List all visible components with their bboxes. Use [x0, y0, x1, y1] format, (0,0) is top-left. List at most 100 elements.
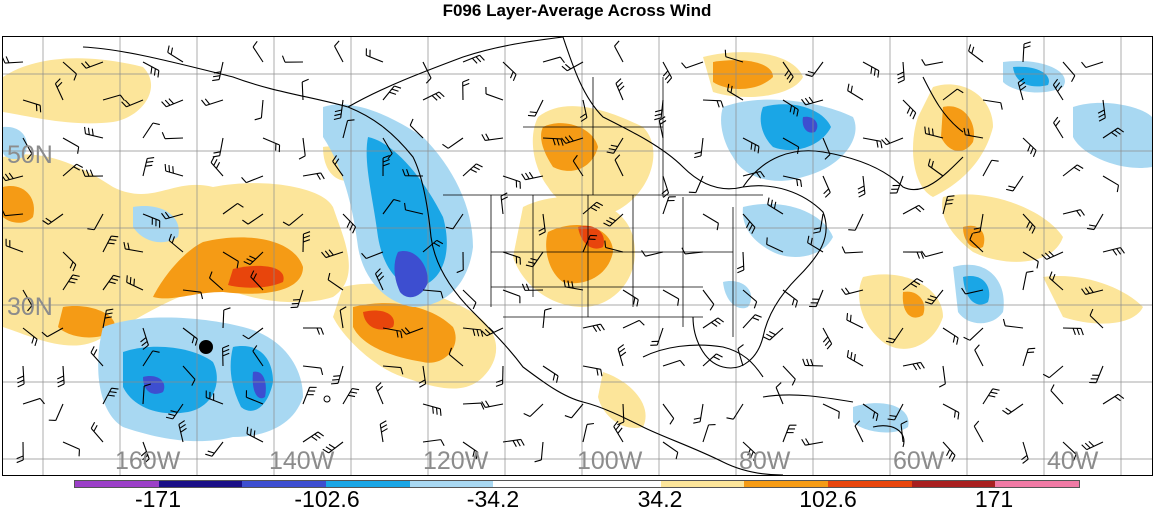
- lon-label-120w: 120W: [423, 449, 488, 474]
- colorbar-label-171: 171: [975, 487, 1013, 511]
- location-marker: [199, 340, 213, 354]
- wind-barb: [543, 308, 552, 328]
- map-canvas: [3, 37, 1152, 475]
- wind-barb: [847, 313, 863, 328]
- wind-barb: [496, 366, 503, 386]
- wind-barb: [882, 138, 903, 145]
- wind-barb: [1002, 404, 1023, 414]
- wind-barb: [482, 401, 503, 408]
- wind-barb: [858, 176, 865, 197]
- wind-barb: [743, 315, 762, 328]
- wind-barb: [693, 404, 703, 423]
- wind-barb: [663, 290, 679, 306]
- island-outline: [324, 396, 330, 402]
- wind-barb: [63, 442, 79, 456]
- lon-label-160w: 160W: [115, 449, 180, 474]
- lon-label-100w: 100W: [577, 449, 642, 474]
- wind-barb: [528, 100, 543, 116]
- wind-barb: [682, 62, 703, 68]
- wind-barb: [303, 366, 323, 375]
- wind-barb: [143, 123, 160, 138]
- wind-barb: [1003, 319, 1023, 328]
- wind-barb: [663, 442, 678, 459]
- wind-barb: [615, 41, 623, 62]
- wind-barb: [903, 362, 924, 369]
- colorbar-label-34: 34.2: [638, 487, 683, 511]
- wind-barb: [162, 99, 183, 107]
- wind-barb: [482, 134, 503, 141]
- wind-barb: [503, 176, 520, 189]
- wind-barb: [263, 138, 280, 152]
- wind-barb: [1103, 176, 1118, 192]
- wind-barb: [783, 366, 795, 385]
- wind-barb: [727, 404, 743, 419]
- wind-barb: [501, 193, 508, 214]
- anomaly-fields: [3, 52, 1152, 441]
- wind-barb: [331, 366, 343, 384]
- wind-barb: [282, 56, 303, 63]
- wind-barb: [703, 425, 716, 442]
- wind-barb: [983, 389, 1000, 404]
- wind-barb: [23, 398, 45, 404]
- wind-barb: [783, 425, 796, 442]
- wind-barb: [1081, 62, 1103, 68]
- wind-barb: [1023, 271, 1033, 290]
- lon-label-60w: 60W: [893, 449, 944, 474]
- wind-barb: [583, 423, 594, 442]
- wind-barb: [57, 366, 64, 387]
- wind-barb: [663, 62, 672, 83]
- wind-barb: [618, 345, 626, 366]
- wind-barb: [253, 41, 263, 62]
- wind-barb: [335, 41, 343, 62]
- map-panel: 50N 30N 160W 140W 120W 100W 80W 60W 40W: [2, 36, 1153, 476]
- wind-barb: [303, 173, 324, 180]
- wind-barb: [303, 387, 317, 404]
- wind-barb: [63, 138, 79, 154]
- wind-barb: [823, 404, 839, 419]
- wind-barb: [201, 99, 223, 106]
- wind-barb: [650, 328, 663, 345]
- wind-barb: [583, 366, 602, 376]
- wind-barb: [1063, 62, 1075, 82]
- wind-barb: [212, 62, 223, 81]
- wind-barb: [380, 421, 387, 442]
- wind-barb: [423, 404, 441, 416]
- wind-barb: [524, 404, 543, 416]
- wind-barb: [623, 320, 644, 328]
- wind-barb: [213, 138, 223, 157]
- wind-barb: [543, 366, 558, 383]
- wind-barb: [463, 164, 483, 176]
- wind-barb: [299, 138, 305, 159]
- colorbar: [74, 480, 1080, 488]
- wind-barb: [943, 404, 959, 419]
- wind-barb: [1089, 366, 1103, 383]
- wind-barb: [1051, 384, 1063, 404]
- wind-barb: [964, 328, 983, 340]
- wind-barb: [1023, 42, 1031, 62]
- wind-barb: [1006, 176, 1023, 191]
- wind-barb: [463, 403, 484, 409]
- wind-barb: [303, 432, 324, 442]
- wind-barb: [897, 62, 904, 83]
- colorbar-label-neg102: -102.6: [294, 487, 359, 511]
- wind-barb: [17, 442, 24, 463]
- wind-barb: [1054, 117, 1063, 138]
- wind-barb: [1021, 442, 1028, 463]
- wind-barb: [642, 250, 663, 256]
- wind-barb: [802, 97, 823, 105]
- wind-barb: [903, 100, 916, 119]
- wind-barb: [486, 87, 503, 100]
- wind-barb: [943, 328, 958, 345]
- wind-barb: [616, 79, 624, 100]
- wind-barb: [565, 404, 583, 418]
- wind-barb: [763, 328, 783, 340]
- lon-label-80w: 80W: [739, 449, 790, 474]
- wind-barb: [376, 383, 383, 404]
- wind-barb: [823, 176, 830, 197]
- wind-barb: [975, 345, 983, 366]
- wind-barb: [1023, 348, 1035, 366]
- lat-label-50n: 50N: [7, 143, 53, 168]
- lon-label-140w: 140W: [269, 449, 334, 474]
- wind-barb: [211, 156, 223, 176]
- colorbar-label-102: 102.6: [799, 487, 857, 511]
